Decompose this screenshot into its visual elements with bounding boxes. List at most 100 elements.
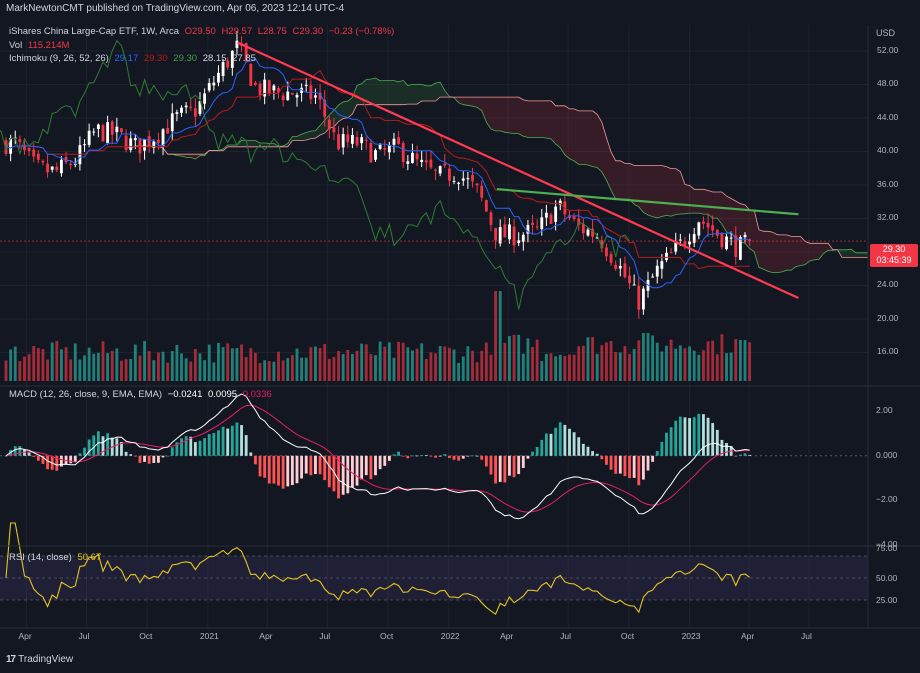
cloud-segment: [620, 160, 625, 200]
volume-bar: [457, 362, 461, 381]
macd-histogram-bar: [212, 433, 216, 456]
volume-bar: [60, 349, 63, 381]
macd-histogram-bar: [424, 455, 428, 456]
macd-histogram-bar: [646, 455, 650, 471]
volume-bar: [253, 352, 257, 381]
price-tick: 44.00: [877, 111, 899, 122]
volume-bar: [623, 346, 627, 381]
candle-body: [651, 276, 655, 278]
macd-histogram-bar: [678, 416, 682, 456]
volume-bars: [4, 291, 752, 381]
macd-histogram-bar: [193, 442, 197, 456]
ichimoku-label[interactable]: Ichimoku (9, 26, 52, 26): [9, 53, 109, 64]
macd-histogram-bar: [161, 455, 165, 458]
candle-body: [517, 240, 521, 243]
volume-bar: [674, 348, 678, 381]
volume-bar: [180, 353, 183, 381]
cloud-segment: [366, 79, 371, 105]
macd-label[interactable]: MACD (12, 26, close, 9, EMA, EMA): [9, 389, 163, 400]
cloud-segment: [357, 83, 362, 105]
cloud-segment: [347, 97, 353, 118]
last-price: 29.30: [882, 244, 906, 254]
candle-body: [725, 236, 728, 250]
cloud-segment: [527, 100, 533, 138]
rsi-legend: RSI (14, close) 50.67: [9, 552, 104, 563]
volume-bar: [665, 345, 668, 381]
macd-histogram-bar: [674, 420, 678, 456]
pane-separators: [0, 25, 920, 629]
macd-histogram-bar: [600, 455, 604, 460]
volume-bar: [193, 349, 197, 381]
macd-histogram-bar: [115, 438, 119, 456]
macd-histogram-bar: [13, 446, 17, 456]
cloud-segment: [315, 125, 321, 139]
candle-body: [267, 80, 271, 94]
tenkan-value: 29.17: [114, 53, 139, 64]
green-trendline: [496, 188, 799, 216]
volume-bar: [106, 353, 110, 381]
cloud-segment: [486, 97, 491, 130]
macd-histogram-bar: [614, 455, 618, 474]
volume-bar: [346, 349, 350, 381]
candle-body: [743, 234, 747, 238]
bar-countdown: 03:45:39: [876, 255, 912, 265]
cloud-segment: [786, 234, 792, 271]
candle-body: [392, 138, 396, 145]
volume-bar: [591, 336, 595, 381]
cloud-segment: [370, 77, 376, 105]
candle-body: [443, 163, 447, 166]
candle-body: [415, 153, 419, 160]
macd-histogram-bar: [263, 455, 267, 478]
macd-histogram-bar: [484, 455, 488, 467]
cloud-segment: [546, 100, 552, 140]
cloud-segment: [417, 84, 422, 105]
candle-body: [609, 254, 613, 263]
candle-body: [226, 60, 230, 68]
cloud-segment: [426, 85, 431, 102]
candle-body: [577, 218, 581, 225]
candle-body: [438, 166, 442, 174]
price-tick: 40.00: [877, 145, 899, 156]
ichimoku-cloud: [125, 77, 868, 274]
tradingview-logo[interactable]: 17 TradingView: [6, 654, 73, 665]
candle-body: [249, 63, 253, 86]
volume-bar: [92, 353, 96, 381]
macd-tick: −4.00: [876, 539, 898, 549]
cloud-segment: [560, 105, 565, 156]
candle-body: [212, 82, 216, 86]
macd-histogram-bar: [286, 455, 290, 487]
rsi-tick: 25.00: [876, 595, 898, 605]
macd-histogram-bar: [521, 455, 525, 468]
candle-body: [531, 222, 534, 226]
candle-body: [106, 122, 110, 144]
candle-body: [244, 43, 248, 62]
volume-label[interactable]: Vol: [9, 40, 23, 51]
candle-body: [120, 128, 123, 133]
cloud-segment: [186, 154, 191, 158]
volume-bar: [138, 355, 142, 381]
cloud-segment: [740, 203, 746, 244]
macd-histogram-bar: [632, 455, 636, 478]
tenkan-line: [5, 58, 750, 289]
macd-histogram-bar: [549, 433, 553, 456]
macd-histogram-bar: [364, 455, 368, 476]
candle-body: [674, 242, 678, 252]
macd-histogram-bar: [563, 424, 567, 456]
cloud-segment: [403, 80, 408, 105]
symbol-name[interactable]: iShares China Large-Cap ETF, 1W, Arca: [9, 26, 180, 37]
candle-body: [115, 126, 119, 133]
rsi-label[interactable]: RSI (14, close): [9, 552, 72, 563]
volume-bar: [646, 333, 650, 381]
volume-bar: [609, 341, 613, 381]
volume-bar: [18, 361, 22, 381]
macd-histogram-bar: [157, 455, 160, 463]
macd-histogram-bar: [503, 455, 507, 483]
volume-bar: [738, 339, 742, 381]
volume-bar: [489, 354, 493, 381]
candle-body: [655, 265, 659, 277]
candle-body: [498, 227, 502, 244]
macd-histogram-bar: [415, 455, 419, 457]
macd-histogram-bar: [138, 455, 142, 463]
cloud-segment: [731, 198, 736, 237]
